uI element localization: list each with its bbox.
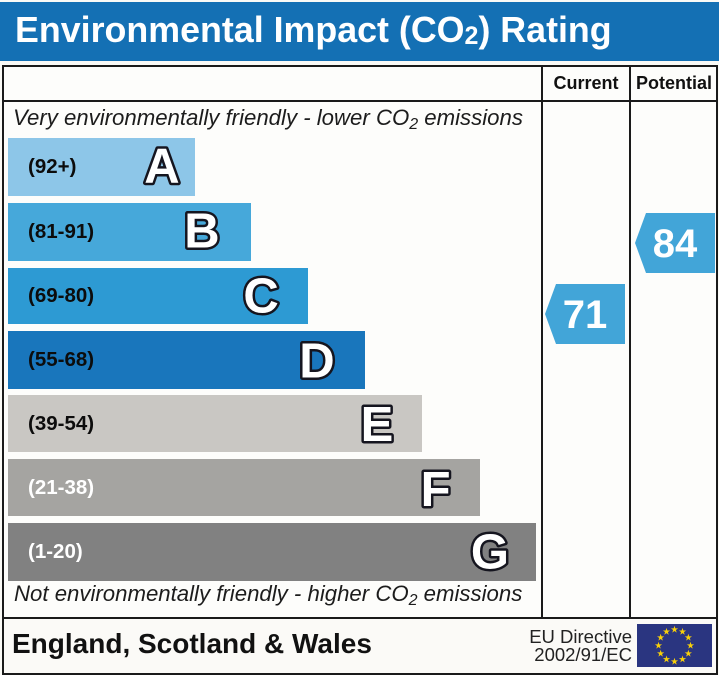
- svg-text:A: A: [144, 139, 179, 193]
- svg-text:D: D: [299, 335, 334, 389]
- svg-text:C: C: [243, 270, 278, 324]
- svg-text:71: 71: [563, 293, 608, 337]
- svg-text:E: E: [361, 398, 394, 452]
- svg-text:84: 84: [653, 222, 698, 266]
- svg-text:F: F: [421, 463, 451, 517]
- svg-text:B: B: [184, 205, 219, 259]
- svg-text:G: G: [471, 526, 509, 580]
